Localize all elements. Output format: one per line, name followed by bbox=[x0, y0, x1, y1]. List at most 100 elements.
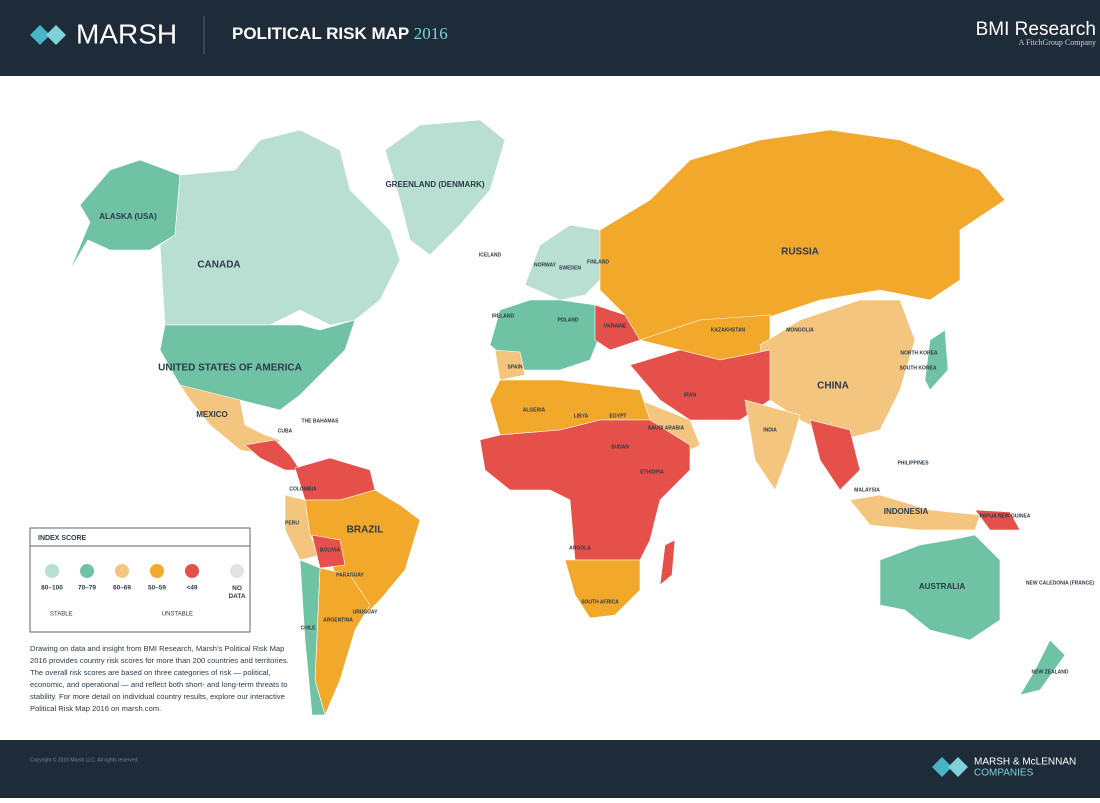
africa bbox=[479, 419, 691, 561]
legend-stable: STABLE bbox=[50, 612, 73, 618]
central-america bbox=[244, 439, 301, 471]
map-label: CHINA bbox=[817, 381, 849, 392]
map-label: FINLAND bbox=[587, 259, 609, 265]
marsh-logo-icon bbox=[30, 25, 66, 45]
alaska bbox=[69, 159, 181, 271]
map-label: NEW CALEDONIA (FRANCE) bbox=[1026, 580, 1094, 586]
new-zealand bbox=[1019, 639, 1066, 696]
southern-africa bbox=[564, 559, 641, 619]
map-label: EGYPT bbox=[610, 413, 627, 419]
logo-text: MARSH bbox=[76, 18, 177, 49]
legend-swatch bbox=[150, 564, 164, 578]
map-label: CHILE bbox=[301, 625, 317, 631]
year: 2016 bbox=[414, 24, 448, 43]
map-label: MONGOLIA bbox=[786, 327, 814, 333]
legend-label: NO DATA bbox=[228, 585, 245, 600]
map bbox=[69, 119, 1066, 716]
legend-swatch bbox=[80, 564, 94, 578]
legend: INDEX SCORE 80–100 70–79 60–69 50–59 <49 NO DA… bbox=[29, 527, 251, 633]
iberia bbox=[494, 349, 526, 381]
map-label: BOLIVIA bbox=[320, 547, 341, 553]
map-label: MEXICO bbox=[196, 410, 228, 419]
middle-east bbox=[629, 349, 771, 421]
map-label: PARAGUAY bbox=[336, 572, 364, 578]
legend-title: INDEX SCORE bbox=[38, 535, 87, 542]
map-label: ANGOLA bbox=[569, 545, 591, 551]
mmc-logo-icon bbox=[932, 757, 968, 777]
greenland bbox=[384, 119, 506, 256]
copyright: Copyright © 2016 Marsh LLC. All rights r… bbox=[30, 756, 139, 763]
legend-swatch bbox=[230, 564, 244, 578]
indonesia bbox=[849, 494, 981, 531]
map-label: SUDAN bbox=[611, 444, 629, 450]
map-label: SOUTH AFRICA bbox=[581, 599, 619, 605]
map-label: LIBYA bbox=[574, 413, 589, 419]
mmc-logo-bottom: COMPANIES bbox=[974, 768, 1034, 779]
map-labels: ALASKA (USA) CANADA GREENLAND (DENMARK) UNI… bbox=[99, 180, 1094, 675]
legend-label: 70–79 bbox=[78, 585, 96, 592]
map-label: SPAIN bbox=[508, 364, 523, 370]
map-label: ALGERIA bbox=[523, 407, 546, 413]
japan bbox=[924, 329, 949, 391]
map-label: INDONESIA bbox=[884, 507, 929, 516]
map-label: PAPUA NEW GUINEA bbox=[980, 513, 1031, 519]
legend-swatch bbox=[115, 564, 129, 578]
map-label: CUBA bbox=[278, 428, 293, 434]
map-label: POLAND bbox=[557, 317, 579, 323]
bolivia bbox=[311, 534, 346, 569]
madagascar bbox=[659, 539, 676, 586]
map-label: ARGENTINA bbox=[323, 617, 353, 623]
legend-items: 80–100 70–79 60–69 50–59 <49 NO DATA bbox=[41, 564, 246, 600]
partner-sub: A FitchGroup Company bbox=[1019, 38, 1096, 47]
east-europe bbox=[594, 304, 641, 351]
map-label: URUGUAY bbox=[353, 609, 378, 615]
partner-name: BMI Research bbox=[976, 19, 1096, 40]
map-label: ETHIOPIA bbox=[640, 469, 664, 475]
chile bbox=[299, 559, 326, 716]
map-label: SAUDI ARABIA bbox=[648, 425, 685, 431]
map-label: NEW ZEALAND bbox=[1032, 669, 1069, 675]
legend-swatch bbox=[185, 564, 199, 578]
australia bbox=[879, 534, 1001, 641]
map-label: UNITED STATES OF AMERICA bbox=[158, 363, 302, 374]
footer-bar bbox=[0, 740, 1100, 798]
mmc-logo-top: MARSH & McLENNAN bbox=[974, 757, 1076, 768]
russia bbox=[599, 129, 1006, 341]
map-label: IRELAND bbox=[492, 313, 515, 319]
title: POLITICAL RISK MAP bbox=[232, 24, 409, 43]
map-label: RUSSIA bbox=[781, 247, 819, 258]
legend-label: 60–69 bbox=[113, 585, 131, 592]
map-label: ICELAND bbox=[479, 252, 502, 258]
legend-swatch bbox=[45, 564, 59, 578]
canada bbox=[159, 129, 401, 326]
map-label: PERU bbox=[285, 520, 299, 526]
map-label: THE BAHAMAS bbox=[302, 418, 340, 424]
map-label: NORTH KOREA bbox=[900, 350, 938, 356]
legend-unstable: UNSTABLE bbox=[162, 612, 193, 618]
legend-box bbox=[29, 527, 251, 633]
legend-label: 50–59 bbox=[148, 585, 166, 592]
png bbox=[974, 509, 1021, 531]
map-label: PHILIPPINES bbox=[897, 460, 929, 466]
map-label: CANADA bbox=[197, 260, 240, 271]
map-label: SWEDEN bbox=[559, 265, 581, 271]
legend-label: <49 bbox=[186, 585, 197, 592]
map-label: COLOMBIA bbox=[289, 486, 317, 492]
description-box: Drawing on data and insight from BMI Res… bbox=[30, 644, 289, 713]
map-label: UKRAINE bbox=[604, 323, 627, 329]
map-label: IRAN bbox=[684, 392, 697, 398]
india bbox=[744, 399, 801, 491]
map-label: INDIA bbox=[763, 427, 777, 433]
description: Drawing on data and insight from BMI Res… bbox=[30, 644, 289, 713]
header-bar bbox=[0, 0, 1100, 76]
map-label: MALAYSIA bbox=[854, 487, 880, 493]
map-label: GREENLAND (DENMARK) bbox=[385, 180, 484, 189]
map-label: ALASKA (USA) bbox=[99, 212, 157, 221]
map-label: NORWAY bbox=[534, 262, 557, 268]
se-asia bbox=[809, 419, 861, 491]
map-label: BRAZIL bbox=[347, 525, 384, 536]
header-title: POLITICAL RISK MAP 2016 bbox=[232, 24, 448, 44]
map-label: KAZAKHSTAN bbox=[711, 327, 746, 333]
